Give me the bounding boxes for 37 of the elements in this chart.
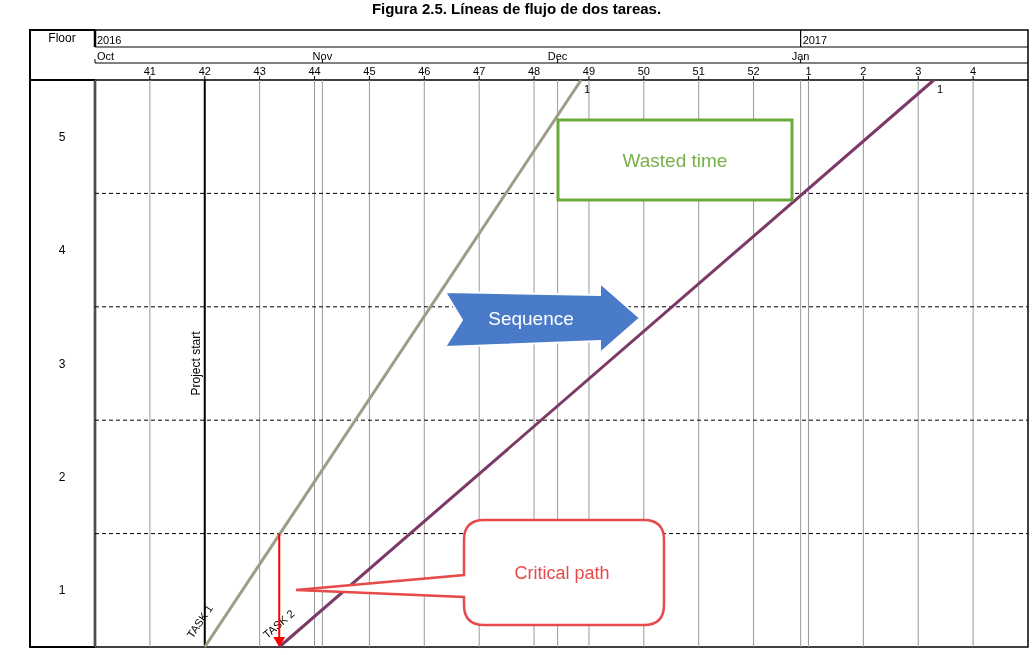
chart-title: Figura 2.5. Líneas de flujo de dos tareas. bbox=[371, 0, 662, 17]
ref-line-label: 2017 bbox=[802, 34, 828, 46]
annotation: Critical path bbox=[514, 563, 610, 583]
ref-line-label: 2016 bbox=[97, 34, 122, 46]
y-tick-label: 3 bbox=[58, 356, 66, 371]
x2-tick-label: Dec bbox=[547, 50, 568, 62]
y-tick-label: 5 bbox=[58, 129, 66, 144]
y-axis-title: Floor bbox=[48, 31, 76, 45]
annotation: 1 bbox=[936, 83, 944, 95]
callout-box: Wasted time bbox=[556, 118, 794, 202]
x2-tick-label: Nov bbox=[312, 50, 333, 62]
annotation: Wasted time bbox=[622, 150, 728, 171]
y-tick-label: 2 bbox=[58, 469, 66, 484]
x2-tick-label: Jan bbox=[791, 50, 810, 62]
y-tick-label: 4 bbox=[58, 243, 66, 258]
x-tick-label: 50 bbox=[637, 65, 650, 77]
x-tick-label: 49 bbox=[582, 65, 596, 77]
x-tick-label: 51 bbox=[692, 65, 705, 77]
x-tick-label: 52 bbox=[747, 65, 760, 77]
x-tick-label: 44 bbox=[308, 65, 321, 77]
x-tick-label: 3 bbox=[915, 65, 922, 77]
x2-tick-label: Oct bbox=[97, 50, 115, 62]
x-tick-label: 42 bbox=[198, 65, 211, 77]
x-tick-label: 48 bbox=[527, 65, 541, 77]
x-tick-label: 2 bbox=[860, 65, 867, 77]
x-tick-label: 46 bbox=[418, 65, 431, 77]
x-tick-label: 1 bbox=[805, 65, 812, 77]
x-tick-label: 47 bbox=[473, 65, 486, 77]
speech-callout: Critical path bbox=[294, 518, 666, 627]
y-tick-label: 1 bbox=[58, 583, 66, 598]
x-tick-label: 45 bbox=[363, 65, 376, 77]
x-tick-label: 43 bbox=[253, 65, 266, 77]
annotation: Sequence bbox=[488, 308, 574, 329]
ref-line-label: Project start bbox=[188, 330, 203, 396]
annotation: 1 bbox=[584, 83, 591, 95]
x-tick-label: 41 bbox=[143, 65, 157, 77]
x-tick-label: 4 bbox=[970, 65, 977, 77]
